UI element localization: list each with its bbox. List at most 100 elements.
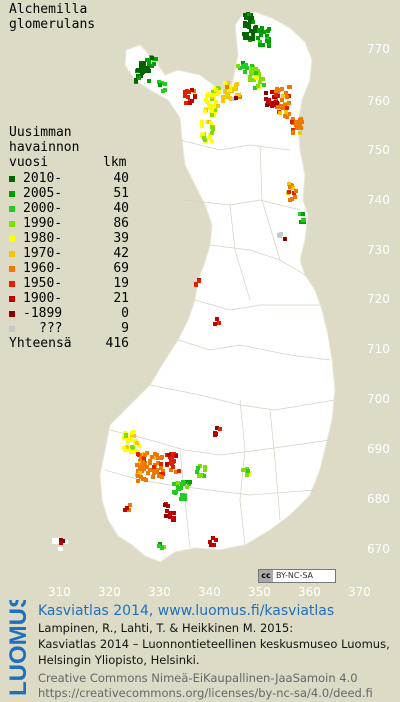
kasviatlas-link[interactable]: Kasviatlas 2014, www.luomus.fi/kasviatla… bbox=[38, 603, 335, 619]
observation-square bbox=[254, 71, 258, 75]
observation-square bbox=[245, 32, 249, 36]
observation-square bbox=[61, 539, 65, 543]
observation-square bbox=[259, 32, 263, 36]
observation-square bbox=[160, 455, 164, 459]
observation-square bbox=[166, 504, 170, 508]
legend-swatch bbox=[9, 236, 15, 242]
observation-square bbox=[163, 503, 167, 507]
observation-square bbox=[145, 465, 149, 469]
observation-square bbox=[169, 460, 173, 464]
observation-square bbox=[250, 64, 254, 68]
observation-square bbox=[142, 62, 146, 66]
observation-square bbox=[267, 44, 271, 48]
observation-square bbox=[207, 104, 211, 108]
cc-license-type: BY-NC-SA bbox=[276, 571, 314, 580]
observation-square bbox=[295, 126, 299, 130]
observation-square bbox=[232, 87, 236, 91]
legend-swatch bbox=[9, 191, 15, 197]
legend-label: 1980- bbox=[23, 231, 63, 246]
legend-row: 1980- 39 bbox=[9, 231, 129, 246]
observation-square bbox=[210, 93, 214, 97]
legend-label: 2010- bbox=[23, 171, 63, 186]
x-tick: 360 bbox=[298, 585, 321, 599]
legend-label: 1960- bbox=[23, 261, 63, 276]
observation-square bbox=[214, 538, 218, 542]
observation-square bbox=[147, 62, 151, 66]
legend-count: 21 bbox=[113, 291, 129, 306]
observation-square bbox=[287, 182, 291, 186]
observation-square bbox=[209, 121, 213, 125]
observation-square bbox=[170, 455, 174, 459]
observation-square bbox=[160, 546, 164, 550]
observation-square bbox=[157, 456, 161, 460]
cc-license-badge[interactable]: cc BY-NC-SA bbox=[258, 569, 336, 583]
license-link[interactable]: https://creativecommons.org/licenses/by-… bbox=[38, 686, 373, 700]
observation-square bbox=[294, 189, 298, 193]
observation-square bbox=[132, 434, 136, 438]
observation-square bbox=[215, 426, 219, 430]
observation-square bbox=[197, 279, 201, 283]
observation-square bbox=[298, 131, 302, 135]
observation-square bbox=[243, 70, 247, 74]
y-tick: 670 bbox=[367, 542, 390, 556]
legend-header-line1: Uusimman bbox=[9, 125, 72, 140]
legend-label: -1899 bbox=[23, 306, 63, 321]
observation-square bbox=[183, 94, 187, 98]
finland-land bbox=[99, 11, 336, 563]
observation-square bbox=[245, 473, 249, 477]
observation-square bbox=[165, 462, 169, 466]
observation-square bbox=[228, 96, 232, 100]
observation-square bbox=[288, 198, 292, 202]
observation-square bbox=[274, 100, 278, 104]
observation-square bbox=[250, 16, 254, 20]
observation-square bbox=[261, 43, 265, 47]
y-tick: 750 bbox=[367, 143, 390, 157]
observation-square bbox=[217, 90, 221, 94]
observation-square bbox=[188, 480, 192, 484]
y-tick: 770 bbox=[367, 42, 390, 56]
observation-square bbox=[206, 92, 210, 96]
legend-count: 40 bbox=[113, 201, 129, 216]
observation-square bbox=[213, 322, 217, 326]
observation-square bbox=[174, 454, 178, 458]
observation-square bbox=[171, 465, 175, 469]
observation-square bbox=[275, 87, 279, 91]
observation-square bbox=[209, 110, 213, 114]
x-tick: 340 bbox=[198, 585, 221, 599]
observation-square bbox=[299, 126, 303, 130]
observation-square bbox=[298, 118, 302, 122]
observation-square bbox=[213, 108, 217, 112]
legend-row: 1970- 42 bbox=[9, 246, 129, 261]
observation-square bbox=[211, 90, 215, 94]
observation-square bbox=[225, 94, 229, 98]
observation-square bbox=[165, 509, 169, 513]
observation-square bbox=[143, 453, 147, 457]
observation-square bbox=[209, 543, 213, 547]
observation-square bbox=[135, 463, 139, 467]
observation-square bbox=[248, 78, 252, 82]
observation-square bbox=[174, 470, 178, 474]
observation-square bbox=[283, 237, 287, 241]
legend-label: 1950- bbox=[23, 276, 63, 291]
y-tick: 720 bbox=[367, 292, 390, 306]
legend-swatch bbox=[9, 206, 15, 212]
observation-square bbox=[150, 64, 154, 68]
observation-square bbox=[156, 461, 160, 465]
citation-line1: Lampinen, R., Lahti, T. & Heikkinen M. 2… bbox=[38, 621, 294, 635]
observation-square bbox=[253, 86, 257, 90]
observation-square bbox=[202, 474, 206, 478]
observation-square bbox=[130, 431, 134, 435]
observation-square bbox=[246, 469, 250, 473]
observation-square bbox=[193, 95, 197, 99]
observation-square bbox=[288, 185, 292, 189]
observation-square bbox=[200, 120, 204, 124]
x-tick: 310 bbox=[48, 585, 71, 599]
observation-square bbox=[262, 30, 266, 34]
observation-square bbox=[284, 91, 288, 95]
x-tick: 370 bbox=[348, 585, 371, 599]
observation-square bbox=[151, 475, 155, 479]
observation-square bbox=[134, 79, 138, 83]
observation-square bbox=[139, 61, 143, 65]
observation-square bbox=[241, 64, 245, 68]
